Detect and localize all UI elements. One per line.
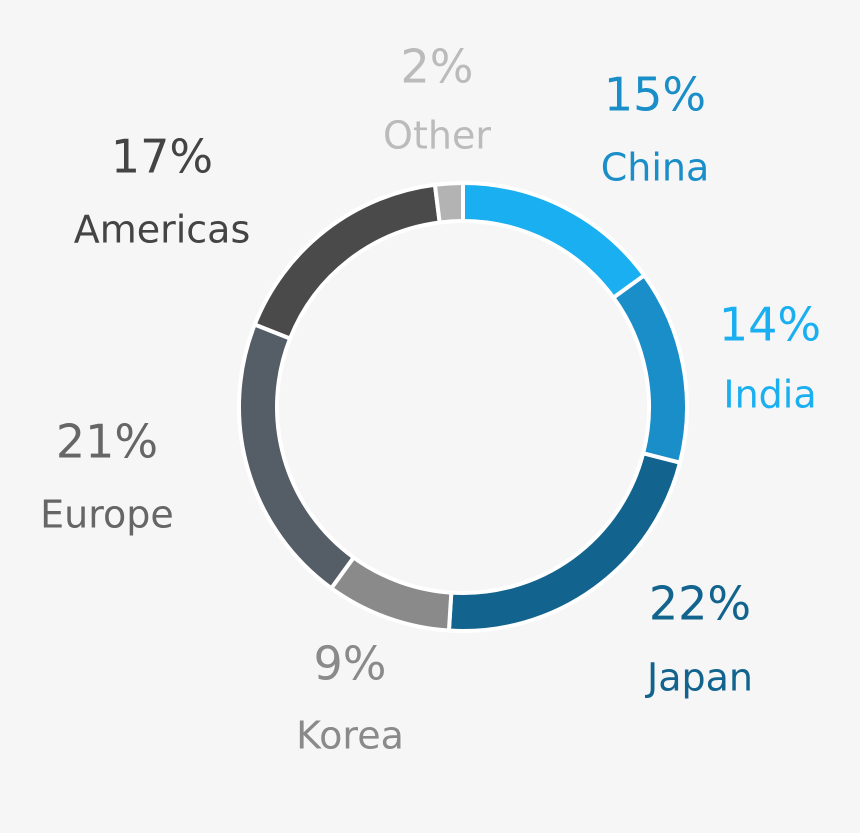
donut-segment — [432, 180, 465, 225]
value-label: 9% — [314, 637, 387, 691]
value-label: 17% — [111, 130, 213, 184]
value-label: 22% — [649, 577, 751, 631]
category-label: Japan — [645, 656, 753, 700]
value-label: 14% — [719, 298, 821, 352]
value-label: 2% — [401, 40, 474, 94]
category-label: Europe — [40, 493, 174, 537]
category-label: Americas — [74, 208, 251, 252]
category-label: India — [723, 373, 816, 417]
value-label: 21% — [56, 415, 158, 469]
category-label: China — [601, 146, 710, 190]
category-label: Korea — [296, 714, 404, 758]
value-label: 15% — [604, 68, 706, 122]
category-label: Other — [383, 114, 491, 158]
